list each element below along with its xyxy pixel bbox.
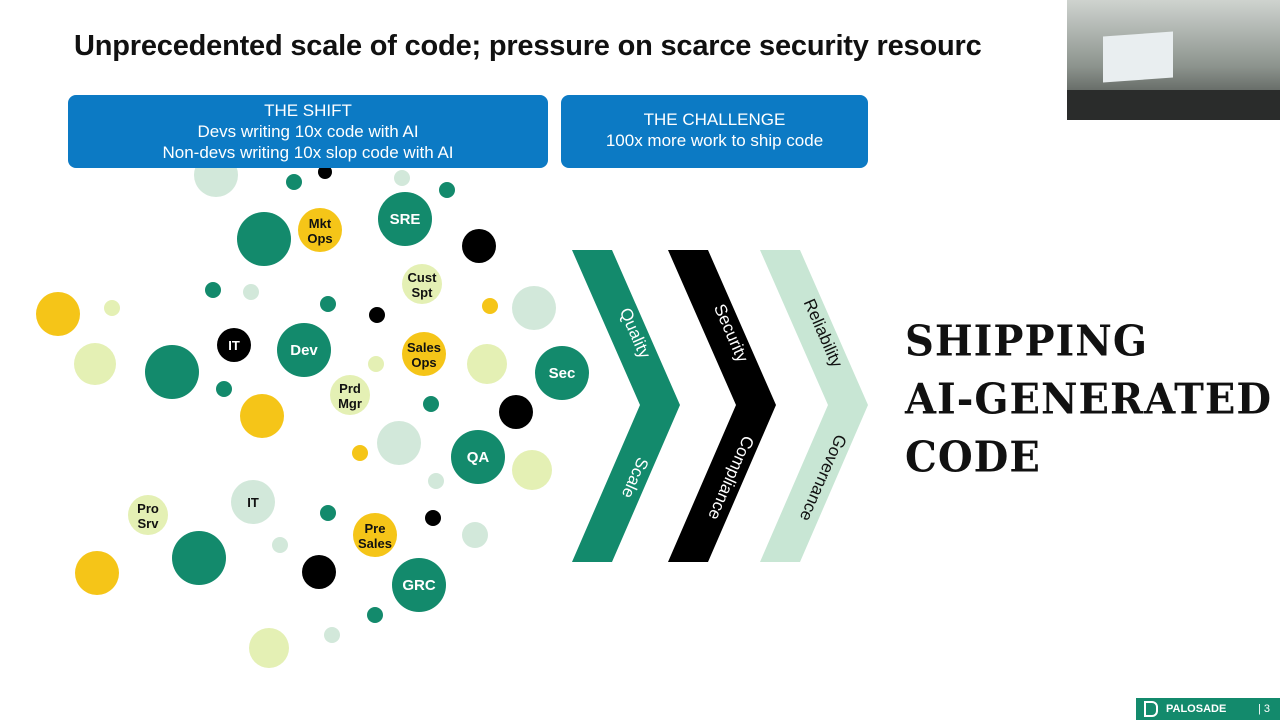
bubble	[240, 394, 284, 438]
role-bubble	[535, 346, 589, 400]
bubble	[352, 445, 368, 461]
role-bubble	[402, 332, 446, 376]
bubble	[367, 607, 383, 623]
bubble	[377, 421, 421, 465]
bubble	[272, 537, 288, 553]
bubble	[423, 396, 439, 412]
bubble-label: GRC	[402, 577, 436, 594]
role-bubble	[378, 192, 432, 246]
bubble	[462, 522, 488, 548]
webcam-video-overlay	[1067, 0, 1280, 120]
bubble	[368, 356, 384, 372]
bubble	[74, 343, 116, 385]
bubble	[512, 450, 552, 490]
the-challenge-box: THE CHALLENGE 100x more work to ship cod…	[561, 95, 868, 168]
bubble-label: Dev	[290, 342, 318, 359]
projector-screen	[1103, 31, 1173, 83]
bubble	[302, 555, 336, 589]
bubble-label: Prd Mgr	[338, 381, 362, 411]
bubble	[318, 165, 332, 179]
chevron-security	[668, 250, 776, 562]
headline-line: SHIPPING	[905, 316, 1148, 367]
bubble	[320, 296, 336, 312]
bubble-label: Sales Ops	[407, 340, 441, 370]
bubble-label: Pro Srv	[137, 501, 159, 531]
bubble	[499, 395, 533, 429]
bubble-label: Cust Spt	[408, 270, 438, 300]
audience	[1067, 90, 1280, 120]
bubble	[462, 229, 496, 263]
bubble	[286, 174, 302, 190]
role-bubble	[402, 264, 442, 304]
bubble	[36, 292, 80, 336]
bubble	[425, 510, 441, 526]
bubble	[237, 212, 291, 266]
bubble	[467, 344, 507, 384]
role-bubble	[231, 480, 275, 524]
bubble-label: Pre Sales	[358, 521, 392, 551]
bubble	[369, 307, 385, 323]
role-bubble	[392, 558, 446, 612]
role-bubble	[128, 495, 168, 535]
slide-title: Unprecedented scale of code; pressure on…	[74, 30, 982, 62]
bubble	[216, 381, 232, 397]
bubble-label: Sec	[549, 365, 576, 382]
role-bubble	[330, 375, 370, 415]
bubble	[249, 628, 289, 668]
the-shift-box: THE SHIFT Devs writing 10x code with AI …	[68, 95, 548, 168]
challenge-heading: THE CHALLENGE	[643, 110, 786, 129]
bubble	[172, 531, 226, 585]
headline-line: AI-GENERATED	[905, 374, 1273, 425]
shift-line: Devs writing 10x code with AI	[197, 122, 419, 141]
role-bubble	[298, 208, 342, 252]
bubble-label: IT	[228, 338, 240, 353]
chevron-reliability	[760, 250, 868, 562]
role-bubble	[277, 323, 331, 377]
footer-brand-bar: PALOSADE | 3	[1136, 698, 1280, 720]
chevron-quality	[572, 250, 680, 562]
bubble	[394, 170, 410, 186]
bubble-label: QA	[467, 449, 490, 466]
bubble-label: Mkt Ops	[307, 216, 332, 246]
headline-line: CODE	[905, 432, 1041, 483]
shift-heading: THE SHIFT	[264, 101, 352, 120]
bubble	[145, 345, 199, 399]
role-bubble	[353, 513, 397, 557]
bubble	[104, 300, 120, 316]
palosade-logo-icon	[1144, 701, 1158, 717]
bubble	[243, 284, 259, 300]
role-bubble	[451, 430, 505, 484]
bubble	[439, 182, 455, 198]
bubble	[482, 298, 498, 314]
bubble-label: SRE	[390, 211, 421, 228]
page-number: | 3	[1257, 703, 1270, 715]
shift-line: Non-devs writing 10x slop code with AI	[162, 143, 454, 162]
role-bubble	[217, 328, 251, 362]
brand-name: PALOSADE	[1166, 703, 1227, 715]
bubble	[75, 551, 119, 595]
bubble	[324, 627, 340, 643]
challenge-line: 100x more work to ship code	[605, 131, 824, 150]
bubble-label: IT	[247, 495, 259, 510]
bubble	[428, 473, 444, 489]
bubble	[512, 286, 556, 330]
bubble	[320, 505, 336, 521]
bubble	[205, 282, 221, 298]
